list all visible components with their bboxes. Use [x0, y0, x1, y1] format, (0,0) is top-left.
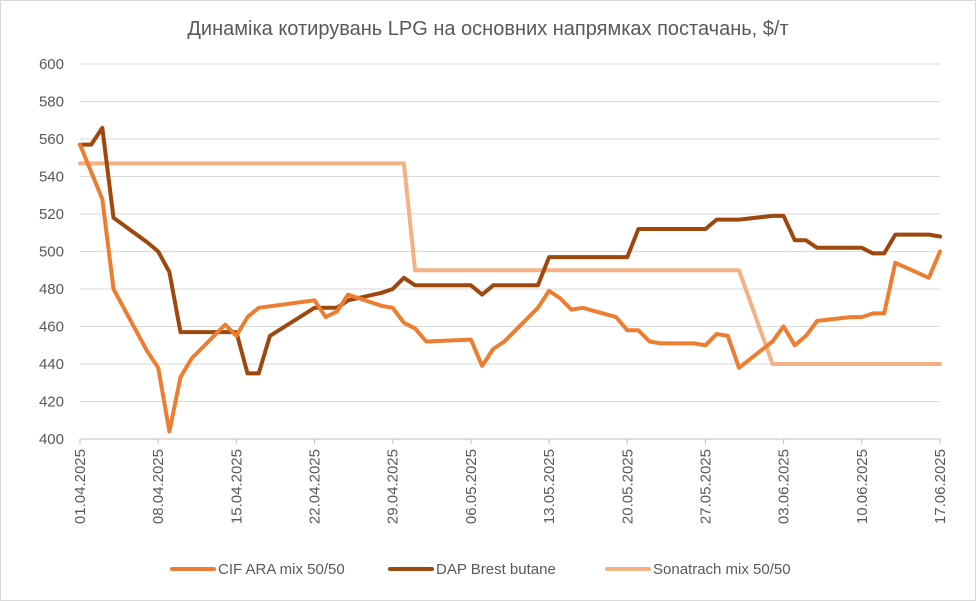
legend-label: Sonatrach mix 50/50 [653, 561, 791, 578]
x-tick-label: 17.06.2025 [932, 449, 949, 524]
y-tick-label: 500 [39, 244, 64, 261]
chart-title: Динаміка котирувань LPG на основних напр… [187, 18, 789, 40]
x-tick-label: 08.04.2025 [150, 449, 167, 524]
y-tick-label: 600 [39, 56, 64, 73]
x-tick-label: 27.05.2025 [697, 449, 714, 524]
y-tick-label: 580 [39, 94, 64, 111]
legend-label: CIF ARA mix 50/50 [218, 561, 345, 578]
y-tick-label: 440 [39, 356, 64, 373]
series-line [78, 142, 942, 434]
gridlines [80, 63, 940, 402]
axes [79, 438, 941, 444]
y-tick-label: 520 [39, 206, 64, 223]
x-tick-label: 06.05.2025 [463, 449, 480, 524]
y-tick-label: 480 [39, 281, 64, 298]
y-tick-label: 460 [39, 319, 64, 336]
y-tick-label: 560 [39, 131, 64, 148]
y-axis-labels: 400 420 440 460 480 500 520 540 560 580 600 [39, 56, 64, 448]
x-axis-labels: 01.04.2025 08.04.2025 15.04.2025 22.04.2025… [72, 449, 949, 524]
x-tick-label: 10.06.2025 [854, 449, 871, 524]
legend-label: DAP Brest butane [436, 561, 556, 578]
y-tick-label: 400 [39, 431, 64, 448]
x-tick-label: 13.05.2025 [541, 449, 558, 524]
x-tick-label: 15.04.2025 [228, 449, 245, 524]
x-tick-label: 22.04.2025 [307, 449, 324, 524]
x-tick-label: 03.06.2025 [776, 449, 793, 524]
y-tick-label: 540 [39, 169, 64, 186]
legend: CIF ARA mix 50/50 DAP Brest butane Sonatra… [170, 561, 791, 578]
y-tick-label: 420 [39, 394, 64, 411]
series-lines [78, 125, 942, 434]
x-tick-label: 20.05.2025 [619, 449, 636, 524]
series-line [78, 161, 942, 366]
x-tick-label: 29.04.2025 [385, 449, 402, 524]
series-line [78, 125, 942, 376]
x-tick-label: 01.04.2025 [72, 449, 89, 524]
